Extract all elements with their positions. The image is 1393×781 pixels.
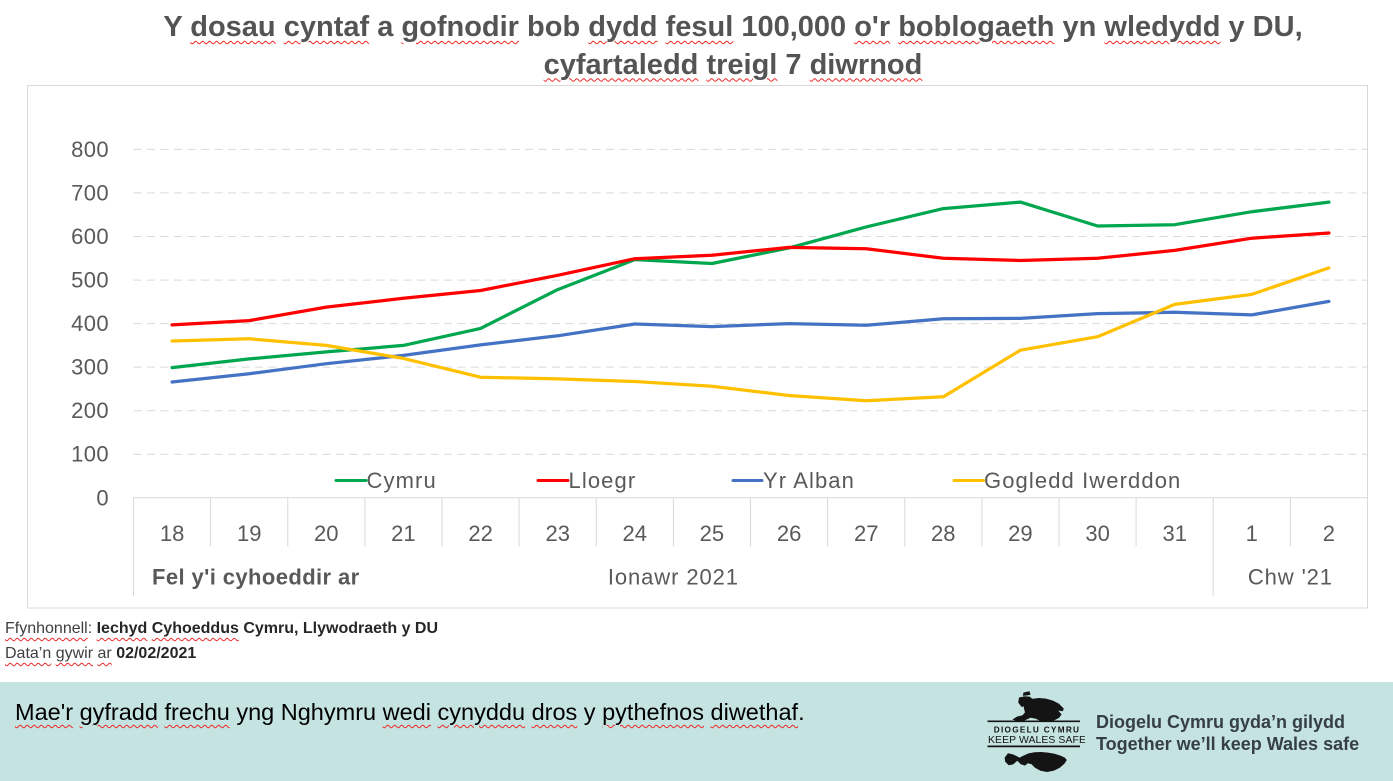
svg-text:30: 30 [1085, 521, 1109, 546]
svg-text:Yr Alban: Yr Alban [763, 468, 855, 493]
svg-text:18: 18 [160, 521, 184, 546]
svg-text:23: 23 [545, 521, 569, 546]
svg-text:700: 700 [71, 180, 109, 205]
svg-text:25: 25 [700, 521, 724, 546]
svg-text:Cymru: Cymru [367, 468, 437, 493]
svg-text:600: 600 [71, 224, 109, 249]
svg-text:200: 200 [71, 398, 109, 423]
svg-text:100: 100 [71, 442, 109, 467]
svg-text:28: 28 [931, 521, 955, 546]
svg-text:31: 31 [1162, 521, 1186, 546]
svg-text:400: 400 [71, 311, 109, 336]
svg-text:Chw '21: Chw '21 [1248, 565, 1333, 590]
svg-text:Ionawr 2021: Ionawr 2021 [608, 565, 739, 590]
svg-text:2: 2 [1323, 521, 1335, 546]
svg-text:Gogledd Iwerddon: Gogledd Iwerddon [984, 468, 1181, 493]
svg-text:21: 21 [391, 521, 415, 546]
svg-text:27: 27 [854, 521, 878, 546]
svg-text:24: 24 [623, 521, 647, 546]
svg-text:KEEP WALES SAFE: KEEP WALES SAFE [988, 735, 1085, 746]
svg-text:0: 0 [96, 485, 109, 510]
svg-text:Fel y'i cyhoeddir ar: Fel y'i cyhoeddir ar [152, 565, 360, 590]
svg-text:22: 22 [468, 521, 492, 546]
svg-text:Lloegr: Lloegr [569, 468, 637, 493]
svg-text:1: 1 [1246, 521, 1258, 546]
svg-text:29: 29 [1008, 521, 1032, 546]
svg-text:DIOGELU CYMRU: DIOGELU CYMRU [994, 726, 1081, 735]
svg-text:800: 800 [71, 137, 109, 162]
svg-text:19: 19 [237, 521, 261, 546]
svg-text:26: 26 [777, 521, 801, 546]
svg-text:300: 300 [71, 355, 109, 380]
svg-text:500: 500 [71, 268, 109, 293]
svg-text:20: 20 [314, 521, 338, 546]
